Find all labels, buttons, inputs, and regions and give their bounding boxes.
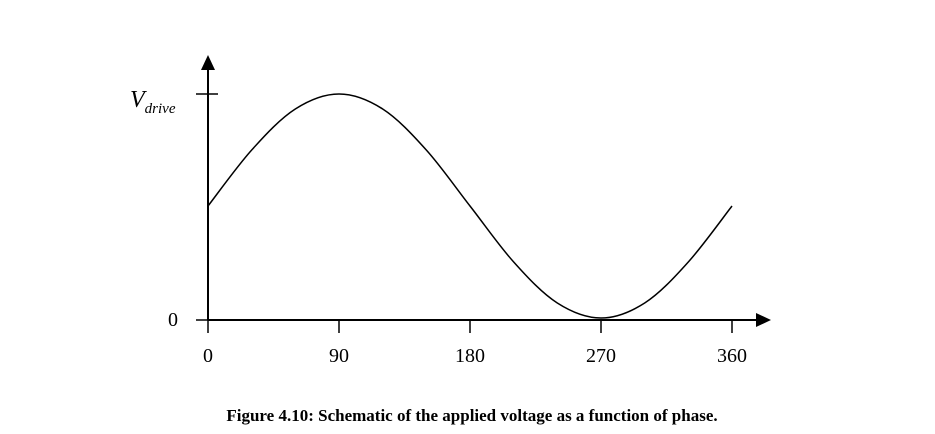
voltage-curve <box>207 93 733 319</box>
x-tick-label: 270 <box>586 345 616 367</box>
y-tick-label: 0 <box>168 309 178 331</box>
y-axis-arrowhead <box>201 55 215 70</box>
y-tick-label-vdrive: Vdrive <box>130 87 176 117</box>
y-label-subscript: drive <box>145 101 176 117</box>
x-tick-label: 90 <box>329 345 349 367</box>
axis-ticks: 0 90 180 270 360 0 Vdrive <box>130 87 747 367</box>
figure-caption: Figure 4.10: Schematic of the applied vo… <box>226 406 717 425</box>
x-axis-arrowhead <box>756 313 771 327</box>
y-label-main: V <box>130 87 147 113</box>
x-tick-label: 180 <box>455 345 485 367</box>
x-tick-label: 0 <box>203 345 213 367</box>
x-tick-label: 360 <box>717 345 747 367</box>
plot-area <box>207 93 733 319</box>
chart-axes <box>201 55 771 327</box>
